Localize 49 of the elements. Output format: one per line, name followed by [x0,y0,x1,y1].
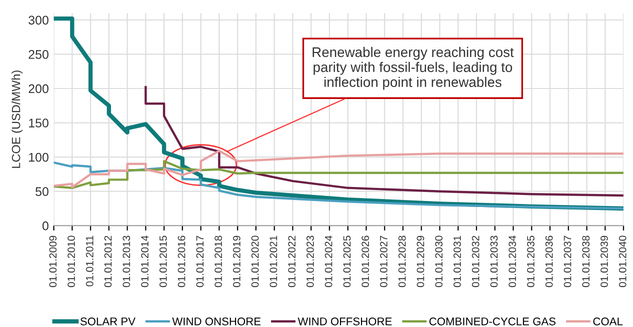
x-tick-label: 01.01.2013 [122,236,130,288]
x-tick-label: 01.01.2016 [178,236,186,288]
line-series [54,161,624,210]
line-series [54,160,624,190]
x-tick-label: 01.01.2015 [159,236,167,288]
y-tick-label: 50 [36,187,48,196]
legend-label: WIND OFFSHORE [298,317,392,326]
x-tick-label: 01.01.2033 [490,236,498,288]
x-tick-label: 01.01.2032 [472,236,480,288]
y-axis-title: LCOE (USD/MWh) [12,70,23,168]
y-tick-label: 100 [29,152,48,162]
x-tick-label: 01.01.2020 [251,236,259,288]
x-tick-label: 01.01.2031 [454,236,461,288]
y-tick-label: 250 [28,50,48,59]
x-tick-label: 01.01.2026 [362,236,370,288]
x-tick-label: 01.01.2009 [49,236,57,288]
annotation: Renewable energy reaching cost parity with fossil-fuels, leading to inflection point in renewables [312,46,514,90]
x-tick-label: 01.01.2038 [582,236,590,288]
x-tick-label: 01.01.2024 [324,236,332,288]
x-tick-label: 01.01.2035 [527,236,534,288]
y-tick-label: 300 [28,16,48,25]
x-tick-label: 01.01.2017 [196,236,204,288]
legend-label: COAL [593,317,623,326]
x-tick-label: 01.01.2011 [86,236,94,286]
x-tick-label: 01.01.2039 [600,236,608,288]
x-tick-label: 01.01.2028 [398,236,406,288]
legend-label: WIND ONSHORE [172,317,261,326]
x-tick-label: 01.01.2029 [416,236,424,288]
x-tick-label: 01.01.2018 [214,236,222,288]
x-tick-label: 01.01.2040 [618,236,626,288]
legend-label: COMBINED-CYCLE GAS [429,317,556,326]
line-series [54,150,624,188]
y-tick-label: 150 [29,118,48,128]
x-tick-label: 01.01.2012 [104,236,112,288]
x-tick-label: 01.01.2022 [288,236,296,288]
y-tick-label: 0 [42,221,48,230]
x-tick-label: 01.01.2036 [545,236,553,288]
x-tick-label: 01.01.2027 [380,236,388,288]
x-tick-label: 01.01.2010 [68,236,75,288]
x-tick-label: 01.01.2019 [232,236,240,288]
x-tick-label: 01.01.2025 [343,236,351,288]
x-tick-label: 01.01.2021 [270,236,278,288]
legend-label: SOLAR PV [80,317,136,326]
x-tick-label: 01.01.2037 [564,236,572,288]
x-tick-label: 01.01.2030 [435,236,443,288]
y-tick-label: 200 [28,84,48,94]
x-tick-label: 01.01.2014 [141,236,148,288]
x-tick-label: 01.01.2023 [306,236,314,288]
x-tick-label: 01.01.2034 [508,236,516,288]
